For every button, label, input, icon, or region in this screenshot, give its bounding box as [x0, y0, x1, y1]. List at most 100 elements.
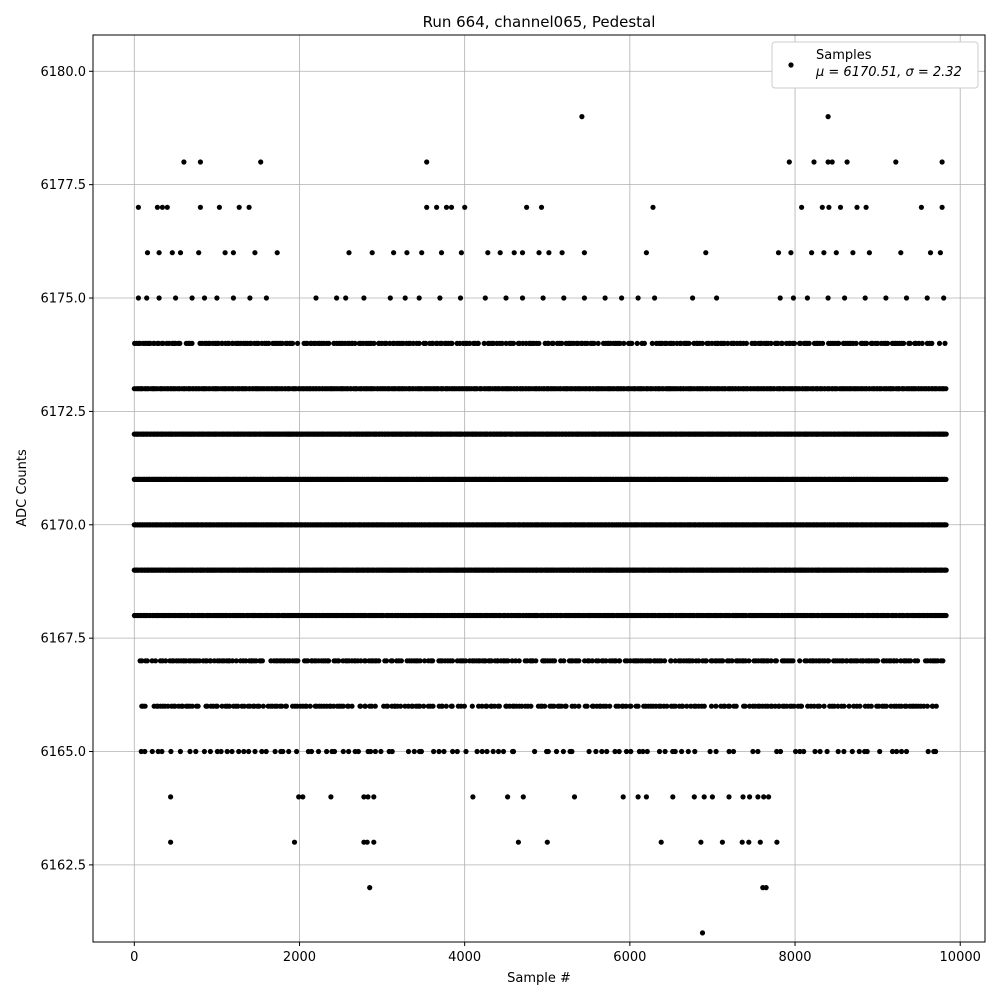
data-point: [349, 703, 355, 709]
data-point: [189, 340, 195, 346]
data-point: [144, 658, 150, 664]
data-point: [469, 703, 475, 709]
data-point: [559, 340, 565, 346]
data-point: [416, 340, 422, 346]
data-point: [797, 658, 803, 664]
data-point: [853, 340, 859, 346]
data-point: [875, 658, 881, 664]
data-point: [266, 340, 272, 346]
data-point: [576, 703, 582, 709]
data-point: [295, 340, 301, 346]
data-point: [621, 340, 627, 346]
data-point: [430, 658, 436, 664]
data-point: [536, 340, 542, 346]
data-point: [806, 340, 812, 346]
data-point: [864, 340, 870, 346]
data-point: [550, 340, 556, 346]
data-point: [641, 340, 648, 346]
data-point: [875, 340, 881, 346]
data-point: [503, 340, 509, 346]
data-point: [790, 658, 796, 664]
data-point: [820, 340, 826, 346]
data-point: [499, 340, 505, 346]
data-point: [295, 658, 301, 664]
data-point: [779, 340, 785, 346]
data-point: [943, 476, 949, 482]
data-point: [461, 703, 467, 709]
data-point: [545, 340, 552, 346]
data-point: [398, 658, 404, 664]
data-point: [576, 658, 582, 664]
data-point: [283, 703, 289, 709]
data-point: [686, 340, 692, 346]
data-point: [533, 658, 539, 664]
data-point: [943, 567, 949, 573]
data-point: [773, 658, 780, 664]
data-point: [552, 658, 558, 664]
data-point: [510, 340, 517, 346]
data-point: [942, 340, 948, 346]
data-points: [131, 114, 949, 936]
data-point: [699, 340, 706, 346]
data-point: [703, 658, 709, 664]
data-point: [733, 703, 739, 709]
data-point: [376, 658, 382, 664]
data-point: [290, 340, 296, 346]
data-point: [443, 703, 449, 709]
data-point: [307, 703, 313, 709]
data-point: [943, 612, 949, 619]
data-point: [943, 431, 949, 437]
data-point: [584, 703, 590, 709]
data-point: [177, 340, 183, 346]
data-point: [516, 658, 522, 664]
data-point: [423, 340, 429, 346]
data-point: [449, 658, 456, 664]
data-point: [743, 340, 750, 346]
data-point: [326, 340, 332, 346]
data-point: [919, 340, 925, 346]
data-point: [496, 703, 502, 709]
data-point: [617, 658, 623, 664]
data-point: [467, 340, 473, 346]
data-point: [901, 340, 907, 346]
data-point: [936, 340, 943, 346]
data-point: [481, 340, 487, 346]
data-point: [768, 340, 774, 346]
data-point: [214, 703, 220, 709]
data-point: [371, 340, 377, 346]
data-point: [943, 386, 949, 392]
data-point: [617, 340, 623, 346]
data-point: [713, 703, 719, 709]
data-point: [528, 703, 534, 709]
data-point: [746, 658, 752, 664]
data-point: [907, 340, 913, 346]
data-point: [563, 703, 569, 709]
data-point: [607, 703, 613, 709]
data-point: [940, 658, 946, 664]
data-point: [259, 658, 265, 664]
data-point: [634, 340, 640, 346]
data-point: [908, 658, 914, 664]
data-point: [383, 658, 390, 664]
data-point: [421, 703, 427, 709]
data-point: [195, 703, 201, 709]
data-point: [352, 340, 358, 346]
data-point: [628, 703, 634, 709]
data-point: [260, 703, 266, 709]
data-point: [915, 658, 921, 664]
data-point: [152, 658, 159, 664]
data-point: [943, 522, 949, 528]
data-point: [279, 340, 285, 346]
data-point: [326, 658, 332, 664]
data-point: [635, 703, 641, 709]
data-point: [885, 340, 891, 346]
data-point: [929, 340, 935, 346]
data-point: [826, 658, 832, 664]
data-point: [475, 340, 481, 346]
data-point: [836, 340, 842, 346]
data-point: [430, 703, 436, 709]
data-point: [372, 703, 378, 709]
data-point: [649, 340, 655, 346]
data-point: [662, 658, 668, 664]
